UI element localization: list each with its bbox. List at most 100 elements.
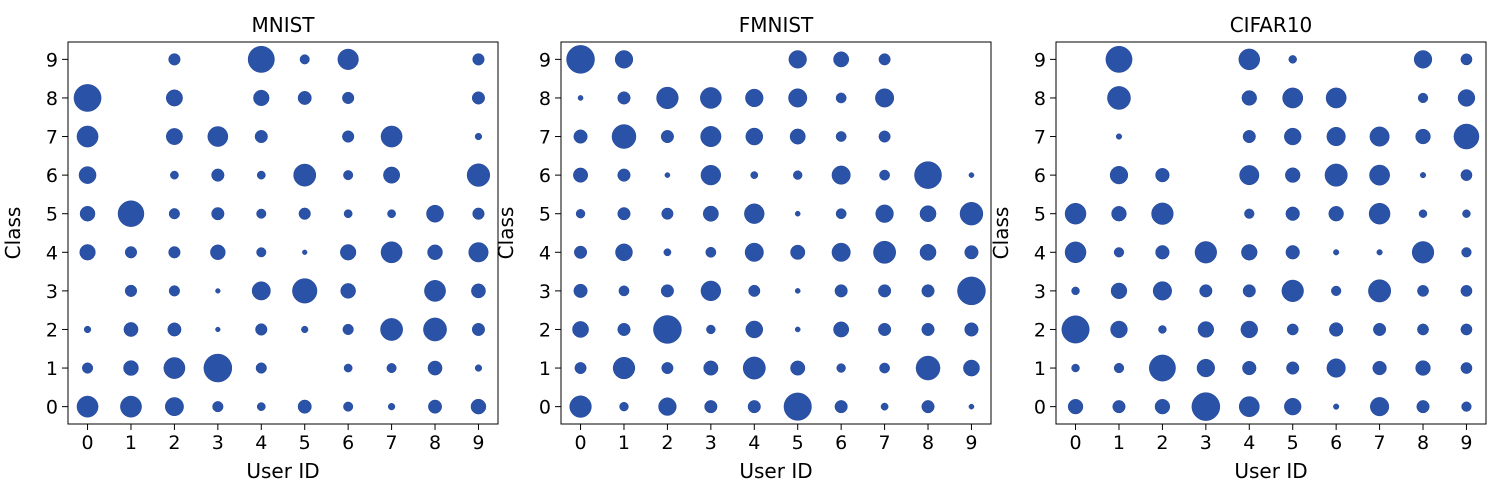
cifar10-point-user1-class6 xyxy=(1109,166,1129,185)
cifar10-point-user5-class5 xyxy=(1285,206,1300,221)
mnist-point-user5-class4 xyxy=(302,249,308,255)
fmnist-point-user6-class9 xyxy=(833,51,850,68)
fmnist-point-user6-class7 xyxy=(835,131,847,142)
cifar10-plot-frame xyxy=(1055,41,1487,425)
mnist-x-tick-label: 4 xyxy=(255,432,267,454)
fmnist-point-user6-class4 xyxy=(831,242,851,262)
mnist-point-user9-class4 xyxy=(468,242,489,263)
fmnist-point-user0-class2 xyxy=(572,321,589,338)
cifar10-x-tick-label: 8 xyxy=(1417,432,1429,454)
cifar10-point-user4-class8 xyxy=(1241,90,1257,106)
fmnist-point-user4-class0 xyxy=(747,400,761,414)
mnist-point-user8-class3 xyxy=(424,280,446,302)
mnist-point-user5-class2 xyxy=(301,325,309,334)
mnist-point-user6-class0 xyxy=(343,401,354,412)
mnist-y-tick-label: 5 xyxy=(46,204,58,226)
mnist-point-user8-class4 xyxy=(427,244,443,261)
cifar10-point-user8-class2 xyxy=(1417,323,1429,336)
fmnist-point-user1-class7 xyxy=(611,124,637,149)
fmnist-point-user4-class7 xyxy=(745,127,764,146)
fmnist-point-user4-class2 xyxy=(745,320,764,339)
fmnist-x-tick-label: 4 xyxy=(748,432,760,454)
fmnist-x-tick-label: 8 xyxy=(922,432,934,454)
mnist-point-user6-class2 xyxy=(342,323,354,336)
mnist-x-tick-label: 8 xyxy=(429,432,441,454)
fmnist-point-user4-class5 xyxy=(744,203,765,224)
cifar10-point-user4-class2 xyxy=(1240,320,1258,339)
fmnist-point-user1-class3 xyxy=(618,285,630,297)
mnist-point-user0-class0 xyxy=(76,395,99,418)
mnist-point-user0-class1 xyxy=(82,362,94,374)
cifar10-y-tick-label: 0 xyxy=(1034,397,1046,419)
mnist-point-user3-class0 xyxy=(212,401,224,413)
fmnist-point-user8-class4 xyxy=(919,243,937,261)
fmnist-point-user0-class7 xyxy=(573,129,588,144)
mnist-point-user2-class6 xyxy=(170,170,179,180)
cifar10-point-user0-class4 xyxy=(1064,241,1087,264)
cifar10-point-user5-class6 xyxy=(1285,167,1301,183)
fmnist-y-tick-label: 6 xyxy=(539,165,551,187)
mnist-point-user0-class4 xyxy=(79,244,96,261)
mnist-point-user1-class2 xyxy=(123,322,139,337)
cifar10-point-user1-class3 xyxy=(1110,282,1128,300)
fmnist-point-user5-class7 xyxy=(789,128,806,145)
mnist-x-tick-label: 1 xyxy=(125,432,137,454)
fmnist-point-user9-class2 xyxy=(964,322,979,337)
cifar10-point-user9-class1 xyxy=(1460,362,1473,374)
mnist-point-user7-class0 xyxy=(387,403,396,411)
cifar10-panel: CIFAR10 0 1 2 3 4 5 6 7 8 9 0 1 2 3 4 5 6 7 8 9 User ID Class xyxy=(989,13,1487,483)
fmnist-x-tick-label: 6 xyxy=(835,432,847,454)
cifar10-point-user8-class6 xyxy=(1419,172,1427,179)
mnist-point-user0-class7 xyxy=(76,125,99,148)
fmnist-point-user1-class8 xyxy=(617,91,631,105)
mnist-point-user1-class0 xyxy=(120,395,142,418)
cifar10-point-user3-class4 xyxy=(1194,241,1217,264)
mnist-x-tick-label: 5 xyxy=(299,432,311,454)
mnist-x-tick-label: 3 xyxy=(212,432,224,454)
mnist-y-tick-label: 1 xyxy=(46,358,58,380)
mnist-point-user8-class0 xyxy=(428,399,442,414)
cifar10-point-user8-class5 xyxy=(1418,209,1428,218)
cifar10-point-user4-class5 xyxy=(1244,208,1255,219)
cifar10-point-user5-class0 xyxy=(1284,397,1302,416)
fmnist-point-user2-class6 xyxy=(664,172,671,178)
fmnist-point-user8-class1 xyxy=(915,355,941,381)
mnist-point-user7-class1 xyxy=(386,363,397,374)
fmnist-point-user0-class3 xyxy=(573,283,588,298)
fmnist-point-user3-class2 xyxy=(706,324,716,335)
mnist-point-user0-class5 xyxy=(79,205,96,222)
cifar10-point-user8-class4 xyxy=(1411,241,1435,264)
cifar10-point-user0-class0 xyxy=(1067,398,1084,415)
mnist-y-tick-label: 3 xyxy=(46,281,58,303)
cifar10-point-user6-class4 xyxy=(1333,249,1340,256)
cifar10-point-user7-class4 xyxy=(1376,249,1383,256)
fmnist-point-user6-class1 xyxy=(836,363,846,373)
fmnist-point-user0-class1 xyxy=(574,362,587,375)
fmnist-point-user8-class5 xyxy=(919,205,937,223)
fmnist-point-user5-class1 xyxy=(790,360,806,376)
cifar10-point-user4-class3 xyxy=(1242,284,1256,298)
mnist-point-user9-class2 xyxy=(471,322,485,336)
fmnist-point-user3-class0 xyxy=(704,400,718,414)
fmnist-y-axis-label: Class xyxy=(494,207,518,260)
mnist-point-user7-class6 xyxy=(383,166,401,184)
cifar10-point-user6-class1 xyxy=(1326,358,1346,378)
mnist-y-tick-label: 6 xyxy=(46,165,58,187)
cifar10-point-user6-class5 xyxy=(1328,206,1344,222)
cifar10-point-user0-class5 xyxy=(1064,202,1087,225)
cifar10-x-tick-label: 4 xyxy=(1243,432,1255,454)
fmnist-y-tick-label: 8 xyxy=(539,88,551,110)
cifar10-point-user9-class8 xyxy=(1457,89,1476,107)
mnist-x-tick-label: 7 xyxy=(386,432,398,454)
fmnist-point-user9-class0 xyxy=(968,403,975,410)
cifar10-point-user2-class0 xyxy=(1154,398,1171,415)
mnist-point-user7-class4 xyxy=(380,241,403,264)
fmnist-point-user2-class1 xyxy=(661,362,674,375)
fmnist-point-user8-class0 xyxy=(921,400,935,414)
cifar10-y-tick-label: 9 xyxy=(1034,49,1046,71)
cifar10-point-user1-class0 xyxy=(1112,400,1126,414)
fmnist-point-user5-class6 xyxy=(793,170,803,180)
mnist-x-tick-label: 0 xyxy=(81,432,93,454)
cifar10-point-user8-class7 xyxy=(1415,128,1431,145)
mnist-y-axis-label: Class xyxy=(1,207,25,260)
